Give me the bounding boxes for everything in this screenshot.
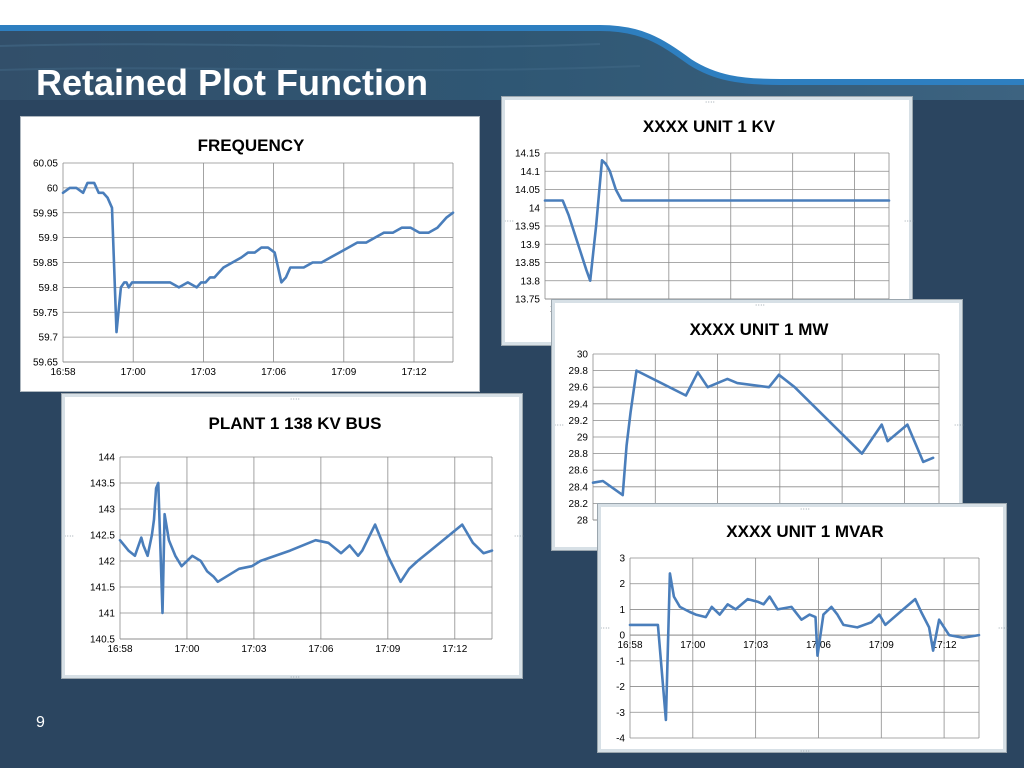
y-tick-label: 59.7: [39, 333, 59, 344]
y-tick-label: 28.8: [569, 449, 589, 460]
chart-title: XXXX UNIT 1 MVAR: [726, 522, 883, 541]
x-tick-label: 17:09: [331, 367, 356, 378]
x-tick-label: 17:03: [241, 644, 266, 655]
x-tick-label: 17:12: [442, 644, 467, 655]
resize-handle[interactable]: ····: [904, 217, 914, 226]
resize-handle[interactable]: ····: [800, 747, 810, 755]
y-tick-label: 30: [577, 350, 589, 361]
y-tick-label: 143.5: [90, 479, 115, 490]
resize-handle[interactable]: ····: [555, 421, 564, 430]
chart-title: XXXX UNIT 1 MW: [690, 320, 830, 339]
chart-title: PLANT 1 138 KV BUS: [209, 414, 382, 433]
x-tick-label: 17:06: [261, 367, 286, 378]
y-tick-label: 13.8: [521, 276, 541, 287]
series-line: [61, 181, 455, 334]
chart-title: XXXX UNIT 1 KV: [643, 117, 776, 136]
resize-handle[interactable]: ····: [514, 532, 524, 541]
y-tick-label: 29.8: [569, 366, 589, 377]
resize-handle[interactable]: ····: [505, 217, 514, 226]
y-tick-label: -4: [616, 734, 625, 745]
y-tick-label: 142: [98, 557, 115, 568]
y-tick-label: 59.65: [33, 358, 58, 369]
y-tick-label: 141.5: [90, 583, 115, 594]
header-banner: [0, 0, 1024, 100]
y-tick-label: 13.9: [521, 240, 541, 251]
y-tick-label: 59.75: [33, 308, 58, 319]
y-tick-label: 60.05: [33, 159, 58, 170]
x-tick-label: 17:09: [869, 640, 894, 651]
y-tick-label: 14: [529, 203, 541, 214]
y-tick-label: -1: [616, 656, 625, 667]
resize-handle[interactable]: ····: [954, 421, 964, 430]
resize-handle[interactable]: ····: [290, 397, 300, 404]
x-tick-label: 17:00: [121, 367, 146, 378]
y-tick-label: 142.5: [90, 531, 115, 542]
x-tick-label: 16:58: [107, 644, 132, 655]
series-line: [543, 158, 891, 282]
y-tick-label: 59.8: [39, 283, 59, 294]
series-line: [591, 369, 935, 497]
x-tick-label: 17:12: [932, 640, 957, 651]
resize-handle[interactable]: ····: [705, 100, 715, 107]
x-tick-label: 17:03: [191, 367, 216, 378]
y-tick-label: 13.95: [515, 222, 540, 233]
y-tick-label: 1: [619, 605, 625, 616]
series-line: [628, 572, 981, 722]
y-tick-label: 13.75: [515, 295, 540, 306]
y-tick-label: 29.2: [569, 416, 589, 427]
y-tick-label: 59.95: [33, 208, 58, 219]
y-tick-label: 14.15: [515, 149, 540, 160]
y-tick-label: 59.9: [39, 233, 59, 244]
y-tick-label: 60: [47, 183, 59, 194]
y-tick-label: 141: [98, 609, 115, 620]
resize-handle[interactable]: ····: [800, 507, 810, 514]
x-tick-label: 17:09: [375, 644, 400, 655]
x-tick-label: 17:00: [174, 644, 199, 655]
y-tick-label: 13.85: [515, 258, 540, 269]
chart-svg: PLANT 1 138 KV BUS 144 143.5 143 142.5 142 141…: [65, 397, 524, 681]
y-tick-label: -3: [616, 708, 625, 719]
y-tick-label: 140.5: [90, 635, 115, 646]
x-tick-label: 16:58: [50, 367, 75, 378]
x-tick-label: 17:12: [401, 367, 426, 378]
chart-svg: XXXX UNIT 1 MVAR 3 2 1 0 -1 -2 -3 -4 16:58 17:00 17…: [601, 507, 1008, 755]
y-tick-label: 14.05: [515, 185, 540, 196]
x-tick-label: 17:00: [680, 640, 705, 651]
y-tick-label: 29.4: [569, 399, 589, 410]
plant1-138kv-bus-chart: PLANT 1 138 KV BUS 144 143.5 143 142.5 142 141…: [61, 393, 524, 681]
x-tick-label: 17:03: [743, 640, 768, 651]
y-tick-label: 3: [619, 554, 625, 565]
y-tick-label: 0: [619, 631, 625, 642]
chart-svg: XXXX UNIT 1 KV 14.15 14.1 14.05 14 13.95 13.9 1…: [505, 100, 914, 348]
y-tick-label: 29: [577, 433, 589, 444]
frequency-chart: FREQUENCY 60.05 60 59.95 59.9 59.85 59.8 59.75 5…: [20, 116, 480, 392]
y-tick-label: 2: [619, 579, 625, 590]
resize-handle[interactable]: ····: [998, 624, 1008, 633]
y-tick-label: 28.6: [569, 466, 589, 477]
y-tick-label: 143: [98, 505, 115, 516]
page-number: 9: [36, 714, 45, 731]
y-tick-label: 28.2: [569, 499, 589, 510]
resize-handle[interactable]: ····: [65, 532, 74, 541]
y-tick-label: 59.85: [33, 258, 58, 269]
y-tick-label: 28.4: [569, 482, 589, 493]
y-tick-label: 14.1: [521, 167, 541, 178]
y-tick-label: 29.6: [569, 383, 589, 394]
x-tick-label: 16:58: [617, 640, 642, 651]
resize-handle[interactable]: ····: [290, 673, 300, 681]
chart-title: FREQUENCY: [198, 136, 305, 155]
resize-handle[interactable]: ····: [755, 303, 765, 310]
y-tick-label: -2: [616, 682, 625, 693]
x-tick-label: 17:06: [308, 644, 333, 655]
y-tick-label: 28: [577, 516, 589, 527]
series-line: [118, 481, 494, 615]
y-tick-label: 144: [98, 453, 115, 464]
unit1-mvar-chart: XXXX UNIT 1 MVAR 3 2 1 0 -1 -2 -3 -4 16:58 17:00 17…: [597, 503, 1008, 755]
slide-title: Retained Plot Function: [36, 62, 428, 103]
resize-handle[interactable]: ····: [601, 624, 610, 633]
chart-svg: FREQUENCY 60.05 60 59.95 59.9 59.85 59.8 59.75 5…: [33, 136, 455, 378]
